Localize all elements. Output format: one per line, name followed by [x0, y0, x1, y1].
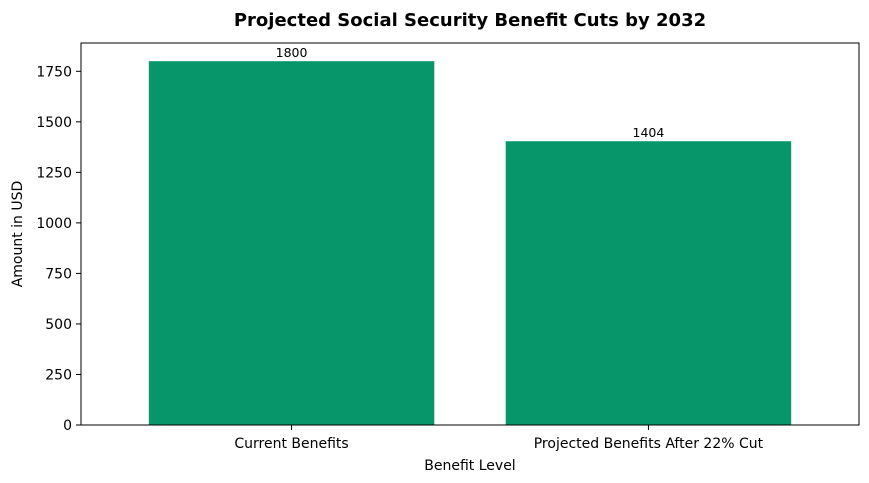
y-axis-label: Amount in USD — [10, 181, 26, 288]
y-tick-label-0: 0 — [63, 418, 72, 434]
y-tick-label-6: 1500 — [36, 115, 72, 131]
y-axis: 0 250 500 750 1000 1250 1500 1750 — [36, 64, 81, 434]
chart-title: Projected Social Security Benefit Cuts b… — [234, 10, 706, 31]
x-tick-label-1: Projected Benefits After 22% Cut — [534, 436, 764, 452]
y-tick-label-1: 250 — [45, 367, 72, 383]
plot-area: 1800 1404 0 250 500 750 1000 1250 1500 1750 Curr… — [36, 42, 860, 452]
y-tick-label-2: 500 — [45, 317, 72, 333]
x-axis-label: Benefit Level — [424, 458, 515, 474]
plot-frame — [80, 42, 860, 426]
x-axis: Current Benefits Projected Benefits After… — [234, 425, 764, 452]
bar-1 — [505, 141, 792, 425]
x-tick-label-0: Current Benefits — [234, 436, 348, 452]
y-tick-label-5: 1250 — [36, 165, 72, 181]
bars-group — [148, 61, 792, 425]
bar-data-label-1: 1404 — [633, 125, 665, 140]
y-tick-label-7: 1750 — [36, 64, 72, 80]
y-tick-label-4: 1000 — [36, 216, 72, 232]
bar-0 — [148, 61, 435, 425]
y-tick-label-3: 750 — [45, 266, 72, 282]
bar-labels-group: 1800 1404 — [276, 45, 665, 140]
bar-data-label-0: 1800 — [276, 45, 308, 60]
